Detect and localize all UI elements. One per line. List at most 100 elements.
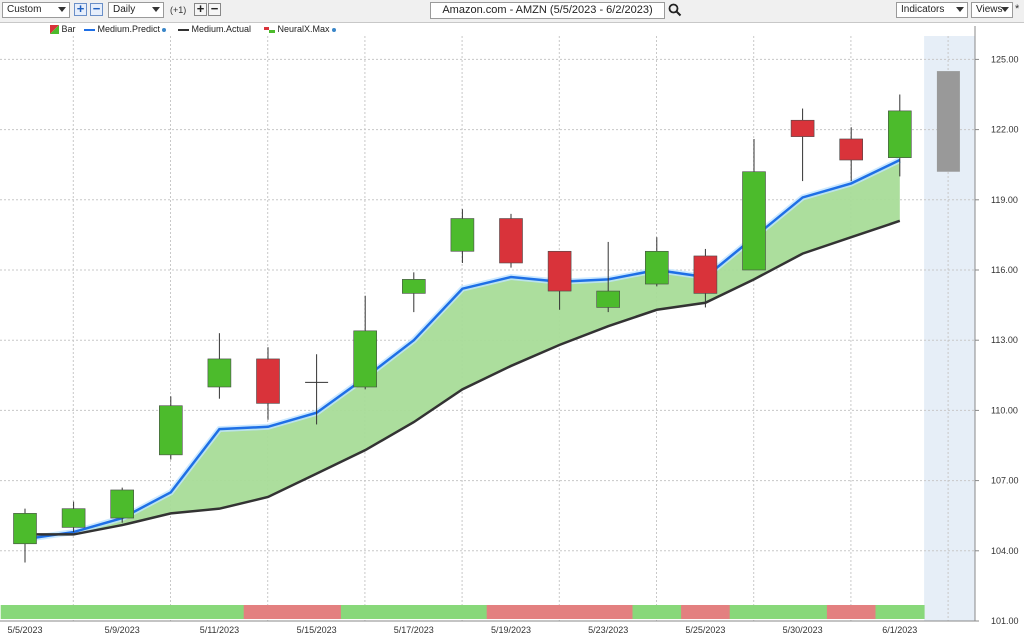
- neuralx-segment: [195, 605, 245, 619]
- pin-button[interactable]: *: [1015, 3, 1020, 15]
- forecast-bar: [936, 71, 960, 172]
- bar-legend-icon: [50, 25, 59, 35]
- candle-body: [596, 290, 621, 308]
- neuralx-segment: [875, 605, 925, 619]
- info-dot-icon: [162, 27, 167, 32]
- neuralx-segment: [389, 605, 439, 619]
- neuralx-segment: [632, 605, 682, 619]
- neuralx-segment: [438, 605, 488, 619]
- chart-title: Amazon.com - AMZN (5/5/2023 - 6/2/2023): [442, 4, 653, 16]
- candle-body: [110, 489, 134, 519]
- candle-body: [693, 255, 718, 294]
- increment-minus-button[interactable]: −: [208, 2, 221, 16]
- legend-item-actual: Medium.Actual: [178, 24, 251, 34]
- info-dot-icon: [331, 27, 336, 32]
- neuralx-segment: [0, 605, 50, 619]
- legend-item-predict: Medium.Predict: [84, 24, 167, 34]
- x-tick-label: 5/5/2023: [7, 625, 42, 635]
- x-tick-label: 5/15/2023: [297, 625, 337, 635]
- actual-line: [25, 219, 901, 536]
- y-tick-label: 110.00: [991, 405, 1018, 415]
- legend-predict-label: Medium.Predict: [97, 24, 161, 34]
- neuralx-segment: [826, 605, 876, 619]
- y-tick-label: 119.00: [991, 195, 1018, 205]
- candle-body: [547, 250, 572, 292]
- x-tick-label: 5/9/2023: [105, 625, 140, 635]
- x-tick-label: 5/25/2023: [685, 625, 725, 635]
- x-axis: 5/5/2023 5/9/2023 5/11/2023 5/15/2023 5/17/2…: [0, 620, 975, 635]
- y-tick-label: 122.00: [991, 125, 1019, 135]
- candle-body: [256, 358, 280, 404]
- period-select[interactable]: Daily: [108, 2, 164, 18]
- neuralx-segment: [97, 605, 147, 619]
- candle-body: [887, 110, 912, 158]
- neuralx-segment: [243, 605, 293, 619]
- candle-body: [839, 138, 864, 161]
- neuralx-segment: [340, 605, 390, 619]
- y-tick-label: 101.00: [991, 616, 1019, 626]
- y-tick-label: 116.00: [991, 265, 1018, 275]
- indicators-select[interactable]: Indicators: [896, 2, 968, 18]
- symbol-title-box[interactable]: Amazon.com - AMZN (5/5/2023 - 6/2/2023): [430, 2, 665, 19]
- neuralx-segment: [778, 605, 828, 619]
- neuralx-legend-icon: [264, 26, 275, 33]
- period-increment: (+1): [170, 5, 187, 15]
- layout-select[interactable]: Custom: [2, 2, 70, 18]
- candle-body: [207, 358, 232, 388]
- add-button[interactable]: +: [74, 2, 87, 16]
- neuralx-segment: [583, 605, 633, 619]
- views-select[interactable]: Views: [971, 2, 1013, 18]
- neuralx-strip: [0, 605, 925, 619]
- chevron-down-icon: [1001, 7, 1009, 12]
- predict-actual-fill: [25, 160, 900, 540]
- x-tick-label: 5/30/2023: [783, 625, 823, 635]
- chevron-down-icon: [58, 7, 66, 12]
- y-axis: 101.00 104.00 107.00 110.00 113.00 116.00 119.…: [974, 26, 1019, 626]
- legend-actual-label: Medium.Actual: [191, 24, 252, 34]
- x-tick-label: 6/1/2023: [882, 625, 917, 635]
- line-legend-icon: [178, 28, 189, 31]
- candle-body: [353, 330, 378, 388]
- y-tick-label: 125.00: [991, 54, 1019, 64]
- neuralx-segment: [535, 605, 585, 619]
- legend-neuralx-label: NeuralX.Max: [277, 24, 330, 34]
- y-tick-label: 104.00: [991, 546, 1019, 556]
- legend-item-bar: Bar: [50, 24, 76, 35]
- search-icon[interactable]: [668, 3, 682, 17]
- candle-body: [159, 405, 183, 456]
- remove-button[interactable]: −: [90, 2, 103, 16]
- candle-body: [644, 250, 669, 285]
- candle-body: [450, 218, 475, 252]
- candle-body: [742, 171, 766, 271]
- views-label: Views: [976, 4, 1003, 15]
- layout-select-value: Custom: [7, 4, 42, 15]
- candles: [13, 71, 960, 563]
- y-tick-label: 113.00: [991, 335, 1018, 345]
- x-tick-label: 5/17/2023: [394, 625, 434, 635]
- neuralx-segment: [486, 605, 536, 619]
- x-tick-label: 5/11/2023: [200, 625, 239, 635]
- line-legend-icon: [84, 28, 95, 31]
- x-tick-label: 5/23/2023: [588, 625, 628, 635]
- chevron-down-icon: [152, 7, 160, 12]
- y-tick-label: 107.00: [991, 476, 1019, 486]
- indicators-label: Indicators: [901, 4, 945, 15]
- candle-body: [61, 508, 86, 528]
- toolbar: Custom + − Daily (+1) + − Amazon.com - A…: [0, 0, 1024, 23]
- neuralx-segment: [146, 605, 196, 619]
- candle-body: [13, 513, 37, 545]
- candle-body: [401, 279, 426, 294]
- neuralx-segment: [292, 605, 342, 619]
- chevron-down-icon: [956, 7, 964, 12]
- candle-body: [790, 119, 815, 137]
- neuralx-segment: [729, 605, 779, 619]
- period-select-value: Daily: [113, 4, 136, 15]
- increment-plus-button[interactable]: +: [194, 2, 207, 16]
- neuralx-segment: [681, 605, 731, 619]
- chart-legend: Bar Medium.Predict Medium.Actual NeuralX…: [0, 24, 920, 38]
- candle-body: [499, 218, 523, 264]
- legend-bar-label: Bar: [61, 24, 76, 34]
- x-tick-label: 5/19/2023: [491, 625, 531, 635]
- neuralx-segment: [49, 605, 99, 619]
